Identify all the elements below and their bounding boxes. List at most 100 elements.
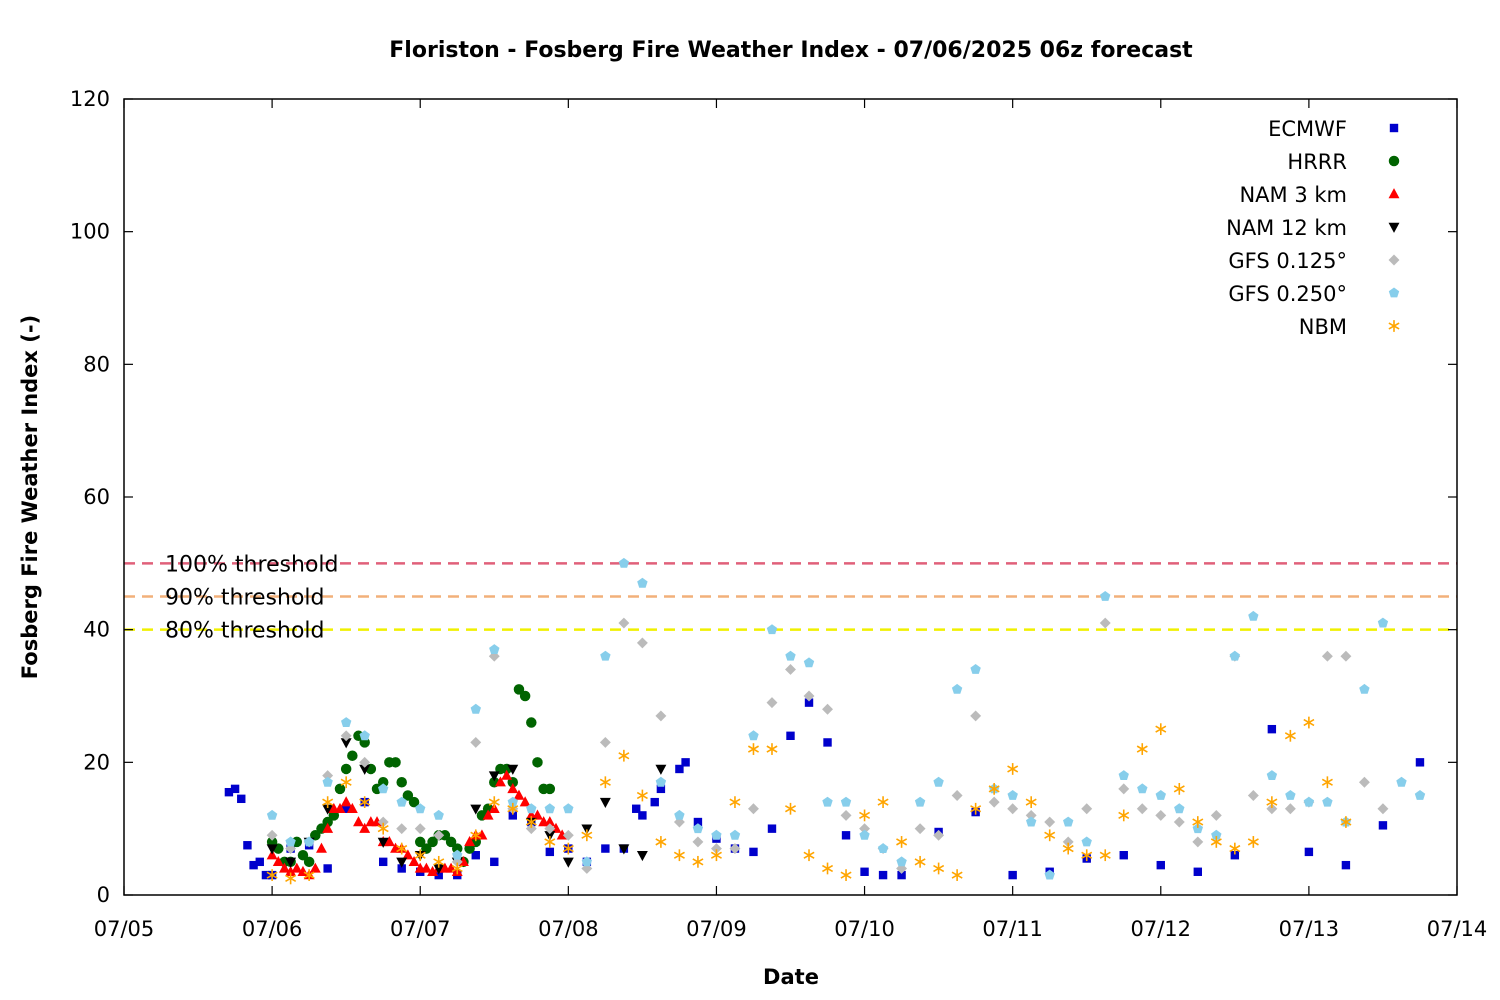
- data-point: [1008, 870, 1017, 880]
- data-point: [507, 802, 519, 815]
- data-point: [451, 862, 463, 875]
- data-point: [1173, 816, 1185, 828]
- data-point: [637, 577, 648, 588]
- data-point: [470, 703, 481, 714]
- x-tick-label: 07/14: [1427, 917, 1488, 941]
- data-point: [297, 849, 309, 861]
- data-point: [266, 829, 278, 841]
- data-point: [1266, 803, 1278, 815]
- data-point: [1358, 776, 1370, 788]
- data-point: [359, 730, 370, 741]
- legend-marker: [1388, 254, 1400, 266]
- data-point: [632, 804, 641, 813]
- data-point: [618, 617, 630, 629]
- data-point: [532, 809, 543, 820]
- x-axis-label: Date: [763, 965, 819, 989]
- data-point: [599, 776, 611, 789]
- data-point: [1193, 867, 1203, 876]
- data-point: [860, 867, 869, 876]
- data-point: [237, 794, 246, 804]
- data-point: [599, 736, 611, 748]
- data-point: [266, 844, 278, 855]
- data-point: [784, 802, 797, 815]
- data-point: [1340, 650, 1352, 662]
- legend-marker: [1388, 320, 1400, 332]
- data-point: [766, 624, 778, 635]
- data-point: [427, 836, 438, 848]
- data-point: [1267, 724, 1277, 734]
- data-point: [285, 857, 297, 868]
- data-point: [1230, 851, 1240, 860]
- data-point: [261, 870, 271, 880]
- data-point: [747, 743, 759, 755]
- y-tick-label: 40: [83, 618, 110, 642]
- data-point: [1044, 869, 1055, 880]
- data-point: [1026, 816, 1037, 827]
- data-point: [1099, 849, 1111, 862]
- data-point: [618, 844, 630, 855]
- data-point: [710, 843, 722, 855]
- data-point: [266, 869, 278, 881]
- data-point: [1156, 860, 1165, 870]
- data-point: [1340, 816, 1352, 828]
- data-point: [914, 796, 926, 807]
- data-point: [1118, 783, 1130, 795]
- data-point: [656, 784, 666, 794]
- data-point: [655, 710, 667, 722]
- data-point: [1155, 790, 1166, 800]
- data-point: [1396, 776, 1407, 787]
- data-point: [334, 802, 346, 813]
- data-point: [452, 843, 463, 854]
- data-point: [785, 664, 796, 675]
- data-point: [1285, 790, 1296, 800]
- data-point: [618, 749, 630, 762]
- data-point: [340, 738, 352, 749]
- data-point: [1192, 823, 1203, 834]
- chart-title: Floriston - Fosberg Fire Weather Index -…: [389, 38, 1193, 63]
- data-point: [562, 829, 574, 841]
- data-point: [303, 836, 315, 847]
- data-point: [525, 823, 537, 835]
- data-point: [729, 843, 741, 855]
- data-point: [1063, 816, 1074, 827]
- series-nam-12-km: [266, 738, 667, 875]
- data-point: [1247, 790, 1259, 801]
- data-point: [501, 769, 513, 780]
- data-point: [1025, 809, 1037, 821]
- data-point: [1007, 803, 1019, 815]
- data-point: [1099, 617, 1111, 629]
- data-point: [1173, 782, 1185, 795]
- data-point: [636, 637, 648, 649]
- data-point: [470, 829, 482, 842]
- data-point: [341, 717, 352, 727]
- data-point: [951, 869, 963, 881]
- data-point: [1303, 796, 1315, 807]
- data-point: [544, 823, 556, 835]
- data-point: [896, 836, 908, 848]
- data-point: [507, 764, 519, 775]
- data-point: [544, 836, 556, 848]
- data-point: [710, 849, 722, 862]
- data-point: [601, 844, 610, 853]
- y-tick-label: 20: [83, 750, 110, 774]
- data-point: [1284, 803, 1296, 815]
- data-point: [748, 730, 759, 741]
- data-point: [434, 870, 443, 880]
- data-point: [378, 783, 389, 794]
- data-point: [488, 796, 500, 809]
- data-point: [600, 650, 611, 661]
- data-point: [340, 730, 352, 742]
- data-point: [785, 650, 796, 661]
- data-point: [1415, 758, 1425, 767]
- data-point: [638, 811, 647, 820]
- data-point: [803, 849, 815, 862]
- data-point: [346, 802, 358, 813]
- data-point: [322, 776, 333, 787]
- data-point: [396, 842, 408, 855]
- data-point: [804, 698, 814, 707]
- x-tick-label: 07/13: [1279, 917, 1340, 941]
- legend-label: NAM 12 km: [1226, 216, 1347, 240]
- data-point: [729, 829, 741, 840]
- data-point: [1007, 790, 1018, 800]
- data-point: [526, 803, 537, 814]
